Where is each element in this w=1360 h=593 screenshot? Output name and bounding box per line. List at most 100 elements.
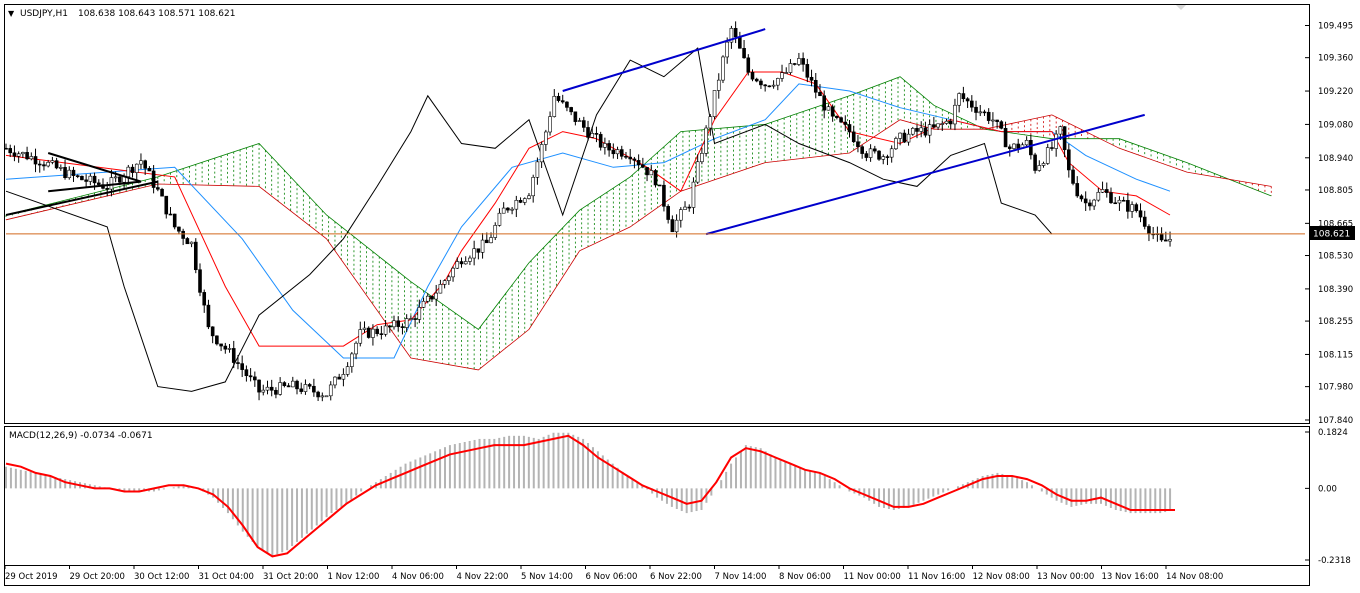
candle-body	[556, 95, 561, 101]
candle-body	[409, 318, 413, 320]
candle-body	[46, 161, 50, 167]
candle-body	[447, 276, 451, 281]
price-tick-label: 108.940	[1318, 154, 1353, 164]
symbol-menu-arrow[interactable]: ▼	[8, 9, 15, 18]
candle-body	[50, 160, 55, 163]
candle-body	[88, 175, 93, 182]
candle-body	[662, 184, 666, 207]
candle-body	[118, 176, 122, 183]
candlestick-series	[4, 21, 1172, 402]
candle-body	[754, 78, 759, 82]
trendline	[705, 113, 1145, 236]
candle-body	[1100, 189, 1105, 193]
candle-body	[978, 111, 983, 114]
time-tick-label: 29 Oct 20:00	[70, 572, 125, 582]
candle-body	[839, 117, 843, 123]
candle-body	[307, 384, 312, 387]
price-tick-label: 108.115	[1318, 350, 1353, 360]
candle-body	[818, 91, 822, 97]
macd-axis: 0.1824 0.00 -0.2318	[1305, 428, 1351, 566]
candle-body	[265, 386, 270, 391]
candle-body	[227, 348, 232, 350]
candle-body	[248, 375, 253, 378]
candle-body	[1168, 239, 1172, 242]
candle-body	[316, 391, 320, 398]
candle-body	[105, 188, 110, 190]
candle-body	[480, 239, 485, 253]
time-tick-label: 29 Oct 2019	[5, 572, 58, 582]
candle-body	[738, 36, 742, 49]
candle-body	[113, 176, 118, 179]
candle-body	[598, 134, 603, 148]
candle-body	[442, 280, 447, 285]
candle-body	[776, 78, 780, 86]
candle-body	[71, 169, 76, 176]
candle-body	[535, 161, 540, 178]
candle-body	[341, 374, 346, 380]
candle-body	[269, 386, 274, 391]
candle-body	[986, 111, 991, 121]
candle-body	[544, 131, 548, 145]
candle-body	[514, 200, 519, 210]
time-tick-label: 7 Nov 14:00	[715, 572, 767, 582]
candle-body	[889, 148, 894, 158]
candle-body	[843, 121, 848, 125]
candle-body	[708, 116, 713, 129]
candle-body	[476, 248, 481, 253]
time-tick-label: 1 Nov 12:00	[328, 572, 380, 582]
candle-body	[189, 241, 194, 245]
candle-body	[375, 328, 379, 334]
candle-body	[746, 57, 751, 73]
candle-body	[670, 219, 675, 233]
time-tick-label: 30 Oct 12:00	[134, 572, 189, 582]
candle-body	[813, 79, 818, 93]
candle-body	[847, 124, 852, 133]
candle-body	[244, 369, 249, 377]
candle-body	[906, 133, 911, 143]
price-tick-label: 108.805	[1318, 186, 1353, 196]
candle-body	[548, 116, 552, 133]
candle-body	[932, 124, 936, 128]
time-tick-label: 13 Nov 00:00	[1037, 572, 1094, 582]
price-axis: 109.495 109.360 109.220 109.080 108.940 108.8…	[1305, 21, 1353, 426]
candle-body	[354, 342, 358, 355]
time-tick-label: 4 Nov 22:00	[457, 572, 509, 582]
candle-body	[1075, 183, 1080, 197]
candle-body	[299, 388, 304, 392]
candle-body	[1067, 149, 1071, 171]
candle-body	[1126, 200, 1130, 212]
candle-body	[805, 64, 810, 78]
chart-shift-marker[interactable]	[1176, 5, 1186, 10]
candle-body	[345, 366, 350, 375]
candle-body	[518, 200, 523, 203]
candle-body	[468, 257, 472, 262]
candle-body	[830, 106, 835, 117]
trendlines[interactable]	[5, 28, 1145, 236]
candle-body	[1138, 210, 1143, 218]
candle-body	[767, 85, 772, 88]
candle-body	[350, 353, 354, 367]
candle-body	[177, 226, 181, 232]
time-tick-label: 14 Nov 08:00	[1166, 572, 1223, 582]
candle-body	[1092, 199, 1096, 207]
candle-body	[915, 128, 919, 132]
candle-body	[231, 348, 236, 363]
candle-body	[451, 267, 455, 278]
candle-body	[679, 209, 683, 221]
price-tick-label: 108.390	[1318, 285, 1353, 295]
candle-body	[683, 206, 687, 210]
candle-body	[742, 47, 746, 59]
candle-body	[788, 63, 793, 73]
candle-body	[695, 161, 700, 183]
trendline	[562, 28, 766, 92]
candle-body	[1121, 199, 1126, 202]
candle-body	[1088, 202, 1092, 207]
candle-body	[809, 76, 814, 81]
time-tick-label: 13 Nov 16:00	[1102, 572, 1159, 582]
macd-tick-label: -0.2318	[1318, 556, 1351, 566]
candle-body	[733, 28, 738, 38]
candle-body	[459, 261, 464, 265]
candle-body	[835, 115, 839, 118]
